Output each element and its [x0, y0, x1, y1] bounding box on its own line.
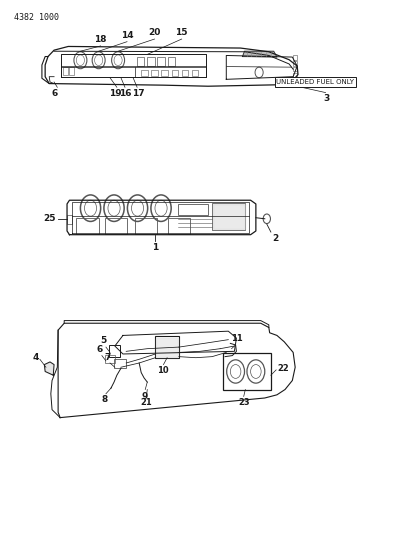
Text: 10: 10 — [157, 366, 169, 375]
Bar — [67, 215, 72, 224]
Bar — [105, 217, 127, 233]
Text: 1: 1 — [152, 243, 158, 252]
Polygon shape — [242, 51, 277, 57]
Text: 17: 17 — [132, 89, 145, 98]
Text: 5: 5 — [100, 336, 106, 345]
Bar — [135, 217, 157, 233]
Text: 11: 11 — [231, 334, 243, 343]
Bar — [177, 204, 208, 215]
Text: 3: 3 — [323, 94, 330, 103]
Bar — [293, 55, 297, 60]
Text: 4: 4 — [32, 353, 39, 362]
Bar — [293, 61, 297, 66]
Bar — [151, 70, 158, 76]
Bar — [147, 56, 155, 66]
Text: 2: 2 — [272, 233, 278, 243]
Bar — [182, 70, 188, 76]
Text: 14: 14 — [121, 31, 133, 40]
Polygon shape — [156, 337, 178, 357]
Bar — [141, 70, 148, 76]
Text: 4382 1000: 4382 1000 — [13, 13, 58, 22]
Bar — [293, 73, 297, 77]
Bar — [293, 67, 297, 71]
Text: 18: 18 — [94, 35, 107, 44]
Bar — [137, 56, 144, 66]
Text: 15: 15 — [175, 28, 188, 37]
Text: 6: 6 — [96, 345, 102, 354]
Bar — [192, 70, 198, 76]
Text: 9: 9 — [141, 392, 148, 401]
Text: 22: 22 — [278, 364, 290, 373]
Polygon shape — [44, 362, 54, 375]
Bar — [105, 355, 115, 363]
Bar — [172, 70, 178, 76]
Text: 20: 20 — [149, 28, 161, 37]
Bar — [69, 67, 74, 75]
Text: 16: 16 — [119, 89, 131, 98]
Text: 7: 7 — [104, 353, 111, 362]
Text: 6: 6 — [52, 90, 58, 99]
Text: UNLEADED FUEL ONLY: UNLEADED FUEL ONLY — [277, 79, 355, 85]
Bar — [168, 217, 190, 233]
Text: 23: 23 — [238, 398, 250, 407]
Polygon shape — [213, 204, 244, 229]
Bar — [63, 67, 68, 75]
Bar — [114, 359, 126, 368]
Bar — [212, 203, 245, 230]
Bar — [168, 56, 175, 66]
Bar — [157, 56, 165, 66]
Bar — [109, 345, 120, 357]
Bar — [76, 217, 99, 233]
Bar — [162, 70, 168, 76]
Bar — [155, 336, 179, 358]
Text: 8: 8 — [102, 395, 108, 404]
Text: 25: 25 — [44, 214, 56, 223]
Text: 21: 21 — [141, 398, 152, 407]
Text: 19: 19 — [109, 89, 122, 98]
Bar — [224, 353, 271, 390]
